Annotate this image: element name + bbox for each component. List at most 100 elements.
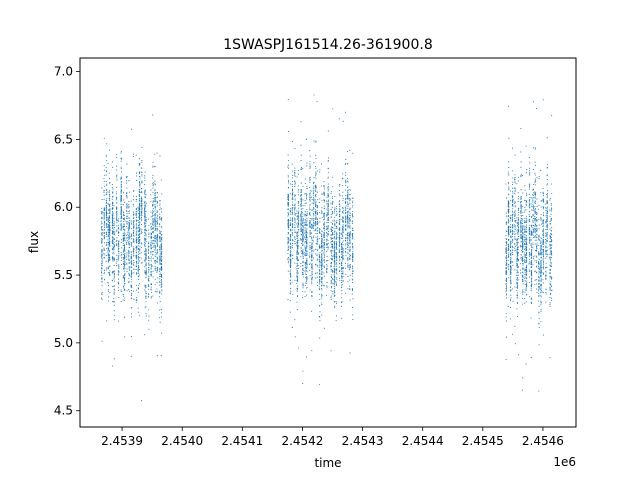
data-point [347,194,349,196]
data-point [294,181,296,183]
data-point [311,248,313,250]
data-point [156,268,158,270]
data-point [113,223,115,225]
data-point [287,193,289,195]
data-point [309,252,311,254]
data-point [109,218,111,220]
data-point [294,214,296,216]
data-point [130,245,133,247]
data-point [159,207,161,209]
data-point [291,211,293,213]
data-point [349,238,351,240]
data-point [138,283,141,285]
data-point [132,155,134,157]
data-point [113,234,115,236]
data-point [330,238,332,240]
data-point [289,229,292,231]
data-point [509,246,512,248]
data-point [144,252,146,254]
data-point [123,249,125,251]
data-point [309,196,311,198]
data-point [297,191,299,193]
data-point [305,262,308,264]
data-point [305,280,307,282]
data-point [145,228,147,230]
data-point [507,231,510,233]
data-point [126,243,128,245]
data-point [345,199,347,201]
data-point [111,184,113,186]
data-point [330,350,332,352]
data-point [107,300,110,302]
data-point [126,240,128,242]
data-point [306,278,308,280]
data-point [139,202,141,204]
data-point [326,264,328,266]
data-point [312,182,314,184]
data-point [294,217,296,219]
data-point [133,153,135,155]
data-point [133,221,135,223]
data-point [159,263,161,265]
data-point [138,197,140,199]
data-point [120,253,122,255]
data-point [349,199,351,201]
data-point [349,202,351,204]
data-point [315,204,317,206]
data-point [136,246,138,248]
data-point [130,356,132,358]
data-point [144,289,146,291]
data-point [136,175,138,177]
data-point [101,280,103,282]
data-point [327,190,329,192]
data-point [123,237,125,239]
data-point [124,265,126,267]
data-point [309,231,311,234]
data-point [128,207,130,209]
data-point [159,232,161,234]
data-point [101,216,103,218]
data-point [302,240,304,242]
data-point [304,255,306,257]
data-point [156,248,158,251]
data-point [103,208,105,210]
data-point [294,175,296,177]
data-point [145,306,147,308]
data-point [309,246,311,248]
data-point [311,190,313,192]
data-point [124,233,126,235]
data-point [312,237,315,239]
data-point [103,207,105,209]
data-point [331,237,333,240]
data-point [103,224,105,226]
data-point [327,211,330,213]
data-point [304,219,306,221]
data-point [128,254,130,256]
data-point [306,165,308,167]
data-point [113,272,115,275]
data-point [111,211,114,213]
data-point [507,215,509,217]
data-point [103,228,105,231]
data-point [331,257,333,259]
data-point [315,236,317,238]
data-point [116,243,118,245]
data-point [314,195,317,197]
data-point [510,260,512,262]
data-point [336,302,338,304]
data-point [352,281,354,284]
data-point [309,248,311,251]
data-point [128,266,130,269]
data-point [302,235,304,238]
data-point [347,236,349,238]
data-point [349,219,351,221]
data-point [344,111,347,113]
data-point [156,202,158,204]
data-point [512,177,514,179]
data-point [133,264,135,266]
data-point [304,224,306,227]
data-point [505,283,507,285]
data-point [138,236,140,238]
data-point [159,259,161,261]
